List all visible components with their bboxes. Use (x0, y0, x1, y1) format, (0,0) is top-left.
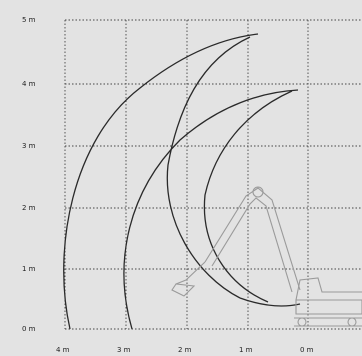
excavator-body (295, 299, 362, 315)
outer-reach-inner-arc (166, 36, 251, 299)
excavator-boom (204, 187, 301, 291)
y-tick-label: 2 m (22, 204, 36, 212)
excavator-boom-inner (211, 197, 293, 293)
boom-pivot (252, 186, 264, 198)
track-wheel (347, 317, 357, 327)
excavator-bucket (171, 283, 196, 297)
mid-reach-inner-arc (203, 90, 293, 303)
x-axis-labels: 4 m 3 m 2 m 1 m 0 m (56, 346, 314, 354)
outer-reach-envelope (63, 33, 259, 330)
x-tick-label: 2 m (178, 346, 192, 354)
y-tick-label: 4 m (22, 80, 36, 88)
x-tick-label: 1 m (239, 346, 253, 354)
excavator (171, 186, 362, 327)
track-wheel (297, 317, 307, 327)
bucket-curl-arc (239, 297, 301, 307)
y-axis-labels: 5 m 4 m 3 m 2 m 1 m 0 m (22, 16, 36, 333)
mid-reach-envelope (123, 89, 299, 330)
y-tick-label: 0 m (22, 325, 36, 333)
y-tick-label: 3 m (22, 142, 36, 150)
excavator-arm (175, 261, 206, 285)
x-tick-label: 4 m (56, 346, 70, 354)
reach-envelopes (63, 33, 301, 330)
grid (64, 19, 362, 330)
x-tick-label: 0 m (300, 346, 314, 354)
x-tick-label: 3 m (117, 346, 131, 354)
y-tick-label: 1 m (22, 265, 36, 273)
excavator-cab (295, 277, 362, 301)
y-tick-label: 5 m (22, 16, 36, 24)
